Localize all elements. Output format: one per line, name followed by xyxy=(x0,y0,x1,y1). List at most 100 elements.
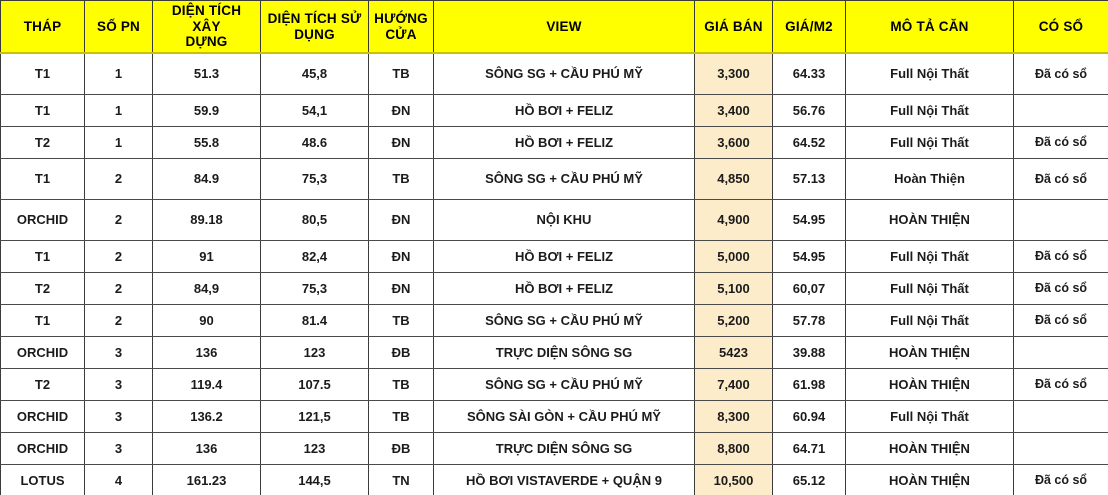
cell-dien-tich-su-dung[interactable]: 123 xyxy=(260,336,369,369)
column-header-dien-tich-xay-dung[interactable]: DIỆN TÍCH XÂY DỰNG xyxy=(152,0,261,54)
cell-co-so[interactable] xyxy=(1013,432,1108,465)
cell-co-so[interactable]: Đã có sổ xyxy=(1013,304,1108,337)
cell-thap[interactable]: T1 xyxy=(0,240,85,273)
cell-dien-tich-xay-dung[interactable]: 161.23 xyxy=(152,464,261,495)
cell-view[interactable]: TRỰC DIỆN SÔNG SG xyxy=(433,336,695,369)
table-row[interactable]: ORCHID 3 136 123 ĐB TRỰC DIỆN SÔNG SG 8,800 64.… xyxy=(0,432,1108,465)
cell-so-pn[interactable]: 3 xyxy=(84,368,153,401)
table-row[interactable]: ORCHID 3 136 123 ĐB TRỰC DIỆN SÔNG SG 5423 39.8… xyxy=(0,336,1108,369)
cell-dien-tich-xay-dung[interactable]: 55.8 xyxy=(152,126,261,159)
cell-dien-tich-xay-dung[interactable]: 89.18 xyxy=(152,199,261,241)
cell-mo-ta-can[interactable]: Full Nội Thất xyxy=(845,240,1014,273)
cell-thap[interactable]: ORCHID xyxy=(0,400,85,433)
cell-gia-ban[interactable]: 10,500 xyxy=(694,464,773,495)
cell-gia-ban[interactable]: 7,400 xyxy=(694,368,773,401)
cell-so-pn[interactable]: 2 xyxy=(84,304,153,337)
cell-view[interactable]: SÔNG SG + CẦU PHÚ MỸ xyxy=(433,52,695,95)
cell-co-so[interactable] xyxy=(1013,94,1108,127)
cell-dien-tich-su-dung[interactable]: 75,3 xyxy=(260,158,369,200)
cell-view[interactable]: TRỰC DIỆN SÔNG SG xyxy=(433,432,695,465)
cell-dien-tich-su-dung[interactable]: 107.5 xyxy=(260,368,369,401)
cell-gia-m2[interactable]: 64.71 xyxy=(772,432,846,465)
cell-view[interactable]: SÔNG SG + CẦU PHÚ MỸ xyxy=(433,368,695,401)
cell-view[interactable]: HỒ BƠI + FELIZ xyxy=(433,94,695,127)
cell-huong-cua[interactable]: TB xyxy=(368,52,434,95)
cell-huong-cua[interactable]: ĐB xyxy=(368,336,434,369)
cell-mo-ta-can[interactable]: Full Nội Thất xyxy=(845,304,1014,337)
cell-dien-tich-su-dung[interactable]: 123 xyxy=(260,432,369,465)
cell-thap[interactable]: T1 xyxy=(0,304,85,337)
cell-view[interactable]: SÔNG SG + CẦU PHÚ MỸ xyxy=(433,304,695,337)
table-row[interactable]: T2 2 84,9 75,3 ĐN HỒ BƠI + FELIZ 5,100 60,07 Ful… xyxy=(0,272,1108,305)
cell-view[interactable]: SÔNG SÀI GÒN + CẦU PHÚ MỸ xyxy=(433,400,695,433)
cell-gia-ban[interactable]: 5,200 xyxy=(694,304,773,337)
cell-so-pn[interactable]: 2 xyxy=(84,240,153,273)
cell-gia-m2[interactable]: 54.95 xyxy=(772,199,846,241)
cell-mo-ta-can[interactable]: Hoàn Thiện xyxy=(845,158,1014,200)
cell-mo-ta-can[interactable]: HOÀN THIỆN xyxy=(845,464,1014,495)
cell-dien-tich-su-dung[interactable]: 82,4 xyxy=(260,240,369,273)
cell-so-pn[interactable]: 1 xyxy=(84,94,153,127)
cell-dien-tich-su-dung[interactable]: 144,5 xyxy=(260,464,369,495)
cell-view[interactable]: HỒ BƠI + FELIZ xyxy=(433,272,695,305)
column-header-co-so[interactable]: CÓ SỔ xyxy=(1013,0,1108,54)
cell-huong-cua[interactable]: TN xyxy=(368,464,434,495)
cell-dien-tich-su-dung[interactable]: 54,1 xyxy=(260,94,369,127)
cell-co-so[interactable]: Đã có sổ xyxy=(1013,126,1108,159)
cell-gia-m2[interactable]: 57.13 xyxy=(772,158,846,200)
cell-so-pn[interactable]: 2 xyxy=(84,158,153,200)
cell-gia-m2[interactable]: 56.76 xyxy=(772,94,846,127)
cell-gia-m2[interactable]: 64.52 xyxy=(772,126,846,159)
cell-mo-ta-can[interactable]: HOÀN THIỆN xyxy=(845,199,1014,241)
cell-mo-ta-can[interactable]: HOÀN THIỆN xyxy=(845,432,1014,465)
cell-huong-cua[interactable]: ĐN xyxy=(368,126,434,159)
cell-huong-cua[interactable]: ĐN xyxy=(368,199,434,241)
cell-huong-cua[interactable]: TB xyxy=(368,304,434,337)
cell-dien-tich-xay-dung[interactable]: 91 xyxy=(152,240,261,273)
cell-thap[interactable]: T1 xyxy=(0,158,85,200)
table-row[interactable]: ORCHID 2 89.18 80,5 ĐN NỘI KHU 4,900 54.95 HOÀN … xyxy=(0,199,1108,241)
cell-thap[interactable]: T2 xyxy=(0,272,85,305)
cell-mo-ta-can[interactable]: Full Nội Thất xyxy=(845,400,1014,433)
cell-co-so[interactable] xyxy=(1013,336,1108,369)
cell-gia-ban[interactable]: 4,900 xyxy=(694,199,773,241)
table-row[interactable]: T2 3 119.4 107.5 TB SÔNG SG + CẦU PHÚ MỸ 7,400… xyxy=(0,368,1108,401)
cell-gia-ban[interactable]: 8,300 xyxy=(694,400,773,433)
column-header-view[interactable]: VIEW xyxy=(433,0,695,54)
cell-gia-m2[interactable]: 61.98 xyxy=(772,368,846,401)
cell-so-pn[interactable]: 3 xyxy=(84,432,153,465)
cell-thap[interactable]: T2 xyxy=(0,368,85,401)
column-header-so-pn[interactable]: SỐ PN xyxy=(84,0,153,54)
cell-gia-ban[interactable]: 5,100 xyxy=(694,272,773,305)
cell-mo-ta-can[interactable]: HOÀN THIỆN xyxy=(845,336,1014,369)
cell-gia-m2[interactable]: 64.33 xyxy=(772,52,846,95)
cell-gia-m2[interactable]: 65.12 xyxy=(772,464,846,495)
column-header-thap[interactable]: THÁP xyxy=(0,0,85,54)
cell-so-pn[interactable]: 2 xyxy=(84,199,153,241)
cell-gia-ban[interactable]: 5,000 xyxy=(694,240,773,273)
cell-co-so[interactable]: Đã có sổ xyxy=(1013,272,1108,305)
cell-gia-ban[interactable]: 4,850 xyxy=(694,158,773,200)
cell-co-so[interactable]: Đã có sổ xyxy=(1013,158,1108,200)
cell-dien-tich-xay-dung[interactable]: 136 xyxy=(152,432,261,465)
cell-gia-ban[interactable]: 8,800 xyxy=(694,432,773,465)
cell-dien-tich-xay-dung[interactable]: 51.3 xyxy=(152,52,261,95)
cell-so-pn[interactable]: 3 xyxy=(84,400,153,433)
cell-thap[interactable]: ORCHID xyxy=(0,199,85,241)
column-header-huong-cua[interactable]: HƯỚNG CỬA xyxy=(368,0,434,54)
table-row[interactable]: T1 1 59.9 54,1 ĐN HỒ BƠI + FELIZ 3,400 56.76 Ful… xyxy=(0,94,1108,127)
cell-gia-m2[interactable]: 54.95 xyxy=(772,240,846,273)
cell-gia-m2[interactable]: 60,07 xyxy=(772,272,846,305)
cell-dien-tich-su-dung[interactable]: 48.6 xyxy=(260,126,369,159)
cell-co-so[interactable]: Đã có sổ xyxy=(1013,368,1108,401)
cell-gia-ban[interactable]: 5423 xyxy=(694,336,773,369)
cell-dien-tich-xay-dung[interactable]: 84,9 xyxy=(152,272,261,305)
cell-so-pn[interactable]: 3 xyxy=(84,336,153,369)
cell-huong-cua[interactable]: ĐN xyxy=(368,272,434,305)
cell-dien-tich-su-dung[interactable]: 81.4 xyxy=(260,304,369,337)
table-row[interactable]: T1 2 90 81.4 TB SÔNG SG + CẦU PHÚ MỸ 5,200 57.7… xyxy=(0,304,1108,337)
cell-huong-cua[interactable]: TB xyxy=(368,400,434,433)
cell-huong-cua[interactable]: ĐN xyxy=(368,240,434,273)
cell-thap[interactable]: T1 xyxy=(0,52,85,95)
table-row[interactable]: T1 2 91 82,4 ĐN HỒ BƠI + FELIZ 5,000 54.95 Full … xyxy=(0,240,1108,273)
